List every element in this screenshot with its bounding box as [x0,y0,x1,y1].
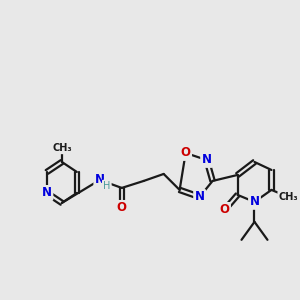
Text: N: N [250,195,260,208]
Text: N: N [42,186,52,200]
Text: N: N [95,173,105,186]
Text: O: O [117,201,127,214]
Text: CH₃: CH₃ [52,143,72,153]
Text: N: N [202,154,212,166]
Text: O: O [181,146,190,160]
Text: H: H [103,181,110,191]
Text: O: O [220,203,230,216]
Text: CH₃: CH₃ [279,192,298,202]
Text: N: N [195,190,205,203]
